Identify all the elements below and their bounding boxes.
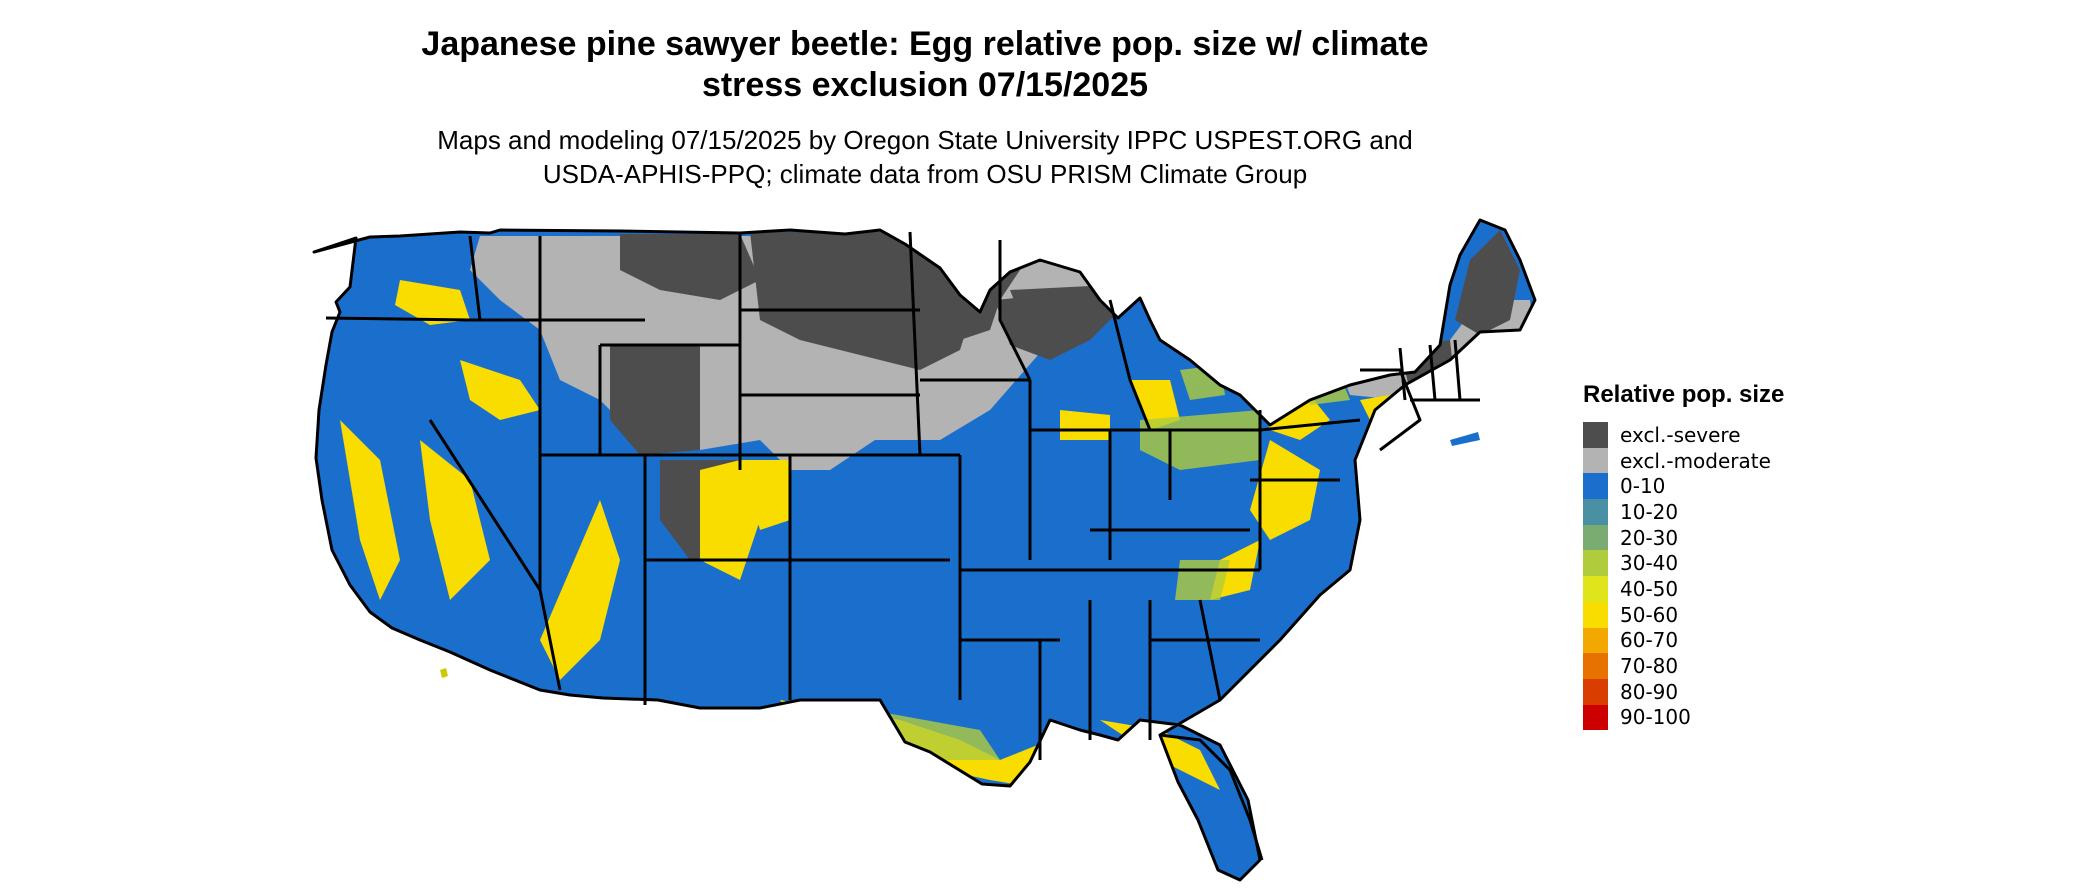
legend-swatch bbox=[1583, 576, 1608, 602]
long-island bbox=[1450, 432, 1480, 446]
fill-excl-severe-upper-michigan bbox=[1010, 285, 1115, 320]
legend-swatch bbox=[1583, 653, 1608, 679]
map-title-line-1: Japanese pine sawyer beetle: Egg relativ… bbox=[421, 25, 1429, 63]
map-title-line-2: stress exclusion 07/15/2025 bbox=[701, 66, 1149, 104]
legend-label: 90-100 bbox=[1620, 705, 1691, 730]
map-title: Japanese pine sawyer beetle: Egg relativ… bbox=[280, 24, 1570, 106]
legend-item: 20-30 bbox=[1583, 524, 1903, 551]
legend-items: excl.-severe excl.-moderate 0-10 10-20 20-30… bbox=[1583, 422, 1903, 731]
legend-item: excl.-moderate bbox=[1583, 447, 1903, 474]
legend-item: 80-90 bbox=[1583, 678, 1903, 705]
legend-item: 60-70 bbox=[1583, 627, 1903, 654]
legend-label: 30-40 bbox=[1620, 551, 1679, 576]
legend-swatch bbox=[1583, 473, 1608, 500]
legend: Relative pop. size excl.-severe excl.-mod… bbox=[1583, 380, 1903, 731]
legend-label: 80-90 bbox=[1620, 679, 1679, 704]
legend-swatch bbox=[1583, 447, 1608, 474]
legend-item: 40-50 bbox=[1583, 576, 1903, 602]
legend-item: 10-20 bbox=[1583, 499, 1903, 525]
legend-swatch bbox=[1583, 601, 1608, 628]
map-subtitle-line-1: Maps and modeling 07/15/2025 by Oregon S… bbox=[437, 125, 1413, 155]
legend-item: 90-100 bbox=[1583, 704, 1903, 731]
fill-excl-severe-maine bbox=[1455, 230, 1520, 335]
fill-excl-severe-montana bbox=[620, 234, 760, 300]
legend-swatch bbox=[1583, 678, 1608, 705]
legend-label: 10-20 bbox=[1620, 499, 1679, 524]
channel-island bbox=[440, 668, 448, 678]
legend-swatch bbox=[1583, 499, 1608, 525]
fill-excl-severe-wyoming bbox=[610, 345, 700, 455]
legend-label: 60-70 bbox=[1620, 628, 1679, 653]
legend-item: 30-40 bbox=[1583, 550, 1903, 577]
legend-label: 0-10 bbox=[1620, 474, 1666, 499]
legend-title: Relative pop. size bbox=[1583, 381, 1785, 408]
legend-swatch bbox=[1583, 550, 1608, 577]
legend-swatch bbox=[1583, 422, 1608, 448]
legend-label: 50-60 bbox=[1620, 602, 1679, 627]
legend-label: excl.-moderate bbox=[1620, 448, 1771, 473]
legend-item: 50-60 bbox=[1583, 601, 1903, 628]
legend-item: excl.-severe bbox=[1583, 422, 1903, 448]
legend-label: 70-80 bbox=[1620, 654, 1679, 679]
map-subtitle: Maps and modeling 07/15/2025 by Oregon S… bbox=[280, 123, 1570, 191]
legend-item: 70-80 bbox=[1583, 653, 1903, 679]
legend-label: 40-50 bbox=[1620, 576, 1679, 601]
legend-item: 0-10 bbox=[1583, 473, 1903, 500]
legend-label: 20-30 bbox=[1620, 525, 1679, 550]
florida-coast bbox=[1159, 733, 1264, 861]
legend-label: excl.-severe bbox=[1620, 422, 1741, 447]
legend-swatch bbox=[1583, 627, 1608, 654]
legend-swatch bbox=[1583, 524, 1608, 551]
legend-swatch bbox=[1583, 704, 1608, 731]
state-borders bbox=[312, 218, 1537, 882]
map-subtitle-line-2: USDA-APHIS-PPQ; climate data from OSU PR… bbox=[542, 159, 1308, 189]
